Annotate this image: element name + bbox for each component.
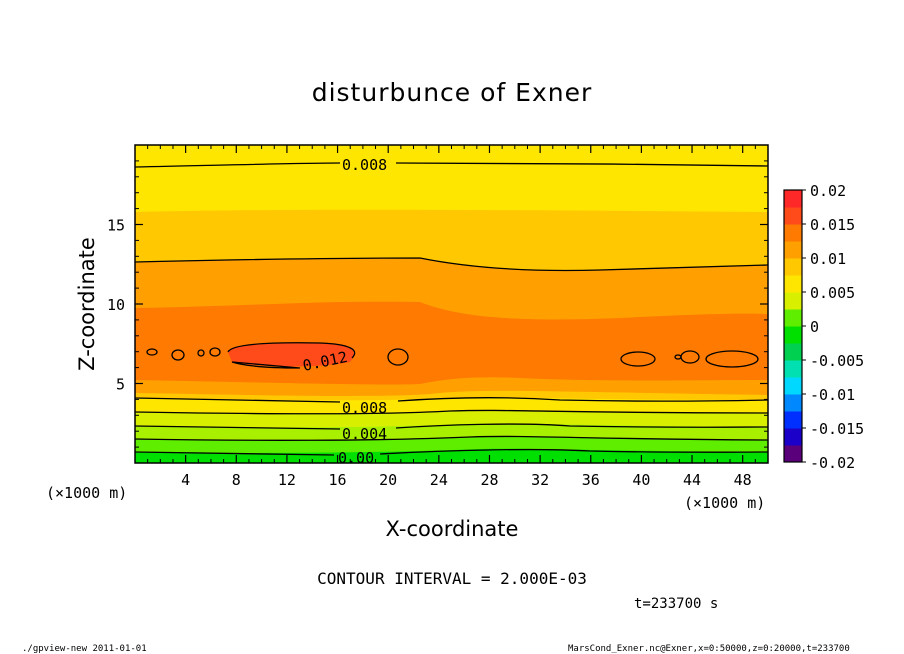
colorbar-swatch (784, 275, 802, 293)
y-tick-label: 10 (107, 296, 125, 314)
x-tick-label: 8 (232, 471, 241, 489)
x-axis-label: X-coordinate (386, 517, 519, 541)
colorbar-tick-label: -0.01 (810, 386, 855, 404)
x-tick-label: 4 (181, 471, 190, 489)
x-unit-label-right: (×1000 m) (684, 494, 765, 512)
colorbar-tick-label: 0.015 (810, 216, 855, 234)
contour-field: 0.008 0.012 0.008 0.004 0.00 (135, 145, 768, 467)
colorbar-swatch (784, 428, 802, 446)
time-text: t=233700 s (634, 596, 718, 612)
colorbar-swatch (784, 445, 802, 463)
colorbar-swatch (784, 360, 802, 378)
colorbar-swatch (784, 377, 802, 395)
colorbar-swatch (784, 326, 802, 344)
contour-label: 0.008 (342, 399, 387, 417)
x-axis-ticks: 4 8 12 16 20 24 28 32 36 40 44 48 (147, 145, 756, 489)
contour-label: 0.00 (338, 449, 374, 467)
x-tick-label: 24 (430, 471, 448, 489)
colorbar-tick-label: 0.005 (810, 284, 855, 302)
footer-left: ./gpview-new 2011-01-01 (22, 644, 147, 654)
x-unit-label-left: (×1000 m) (46, 484, 127, 502)
x-tick-label: 40 (632, 471, 650, 489)
footer-right: MarsCond_Exner.nc@Exner,x=0:50000,z=0:20… (568, 644, 850, 654)
contour-label: 0.004 (342, 425, 387, 443)
x-tick-label: 12 (278, 471, 296, 489)
contour-lines (135, 162, 768, 456)
colorbar-swatch (784, 411, 802, 429)
band-0.013-blob (228, 342, 354, 367)
colorbar-tick-label: -0.02 (810, 454, 855, 472)
contour-label: 0.008 (342, 156, 387, 174)
x-tick-label: 36 (582, 471, 600, 489)
colorbar-swatch (784, 309, 802, 327)
colorbar-tick-label: 0.02 (810, 182, 846, 200)
x-tick-label: 28 (480, 471, 498, 489)
x-tick-label: 44 (683, 471, 701, 489)
band-0.000 (135, 448, 768, 463)
x-tick-label: 32 (531, 471, 549, 489)
contour-interval-text: CONTOUR INTERVAL = 2.000E-03 (317, 569, 587, 588)
x-tick-label: 16 (329, 471, 347, 489)
chart-title: disturbunce of Exner (312, 78, 593, 107)
colorbar-tick-label: -0.015 (810, 420, 864, 438)
y-tick-label: 15 (107, 217, 125, 235)
colorbar-swatch (784, 258, 802, 276)
colorbar-swatch (784, 190, 802, 208)
colorbar-tick-label: 0 (810, 318, 819, 336)
y-tick-label: 5 (116, 376, 125, 394)
colorbar-frame (783, 189, 803, 463)
colorbar-swatch (784, 394, 802, 412)
x-tick-label: 48 (734, 471, 752, 489)
x-tick-label: 20 (379, 471, 397, 489)
colorbar-swatch (784, 207, 802, 225)
y-axis-ticks: 5 10 15 (107, 160, 768, 448)
colorbar: 0.02 0.015 0.01 0.005 0 -0.005 -0.01 -0.015 -0.0… (784, 182, 864, 472)
colorbar-swatch (784, 292, 802, 310)
colorbar-swatch (784, 241, 802, 259)
colorbar-tick-label: -0.005 (810, 352, 864, 370)
y-axis-label: Z-coordinate (75, 237, 99, 371)
colorbar-tick-label: 0.01 (810, 250, 846, 268)
colorbar-swatch (784, 343, 802, 361)
colorbar-swatch (784, 224, 802, 242)
